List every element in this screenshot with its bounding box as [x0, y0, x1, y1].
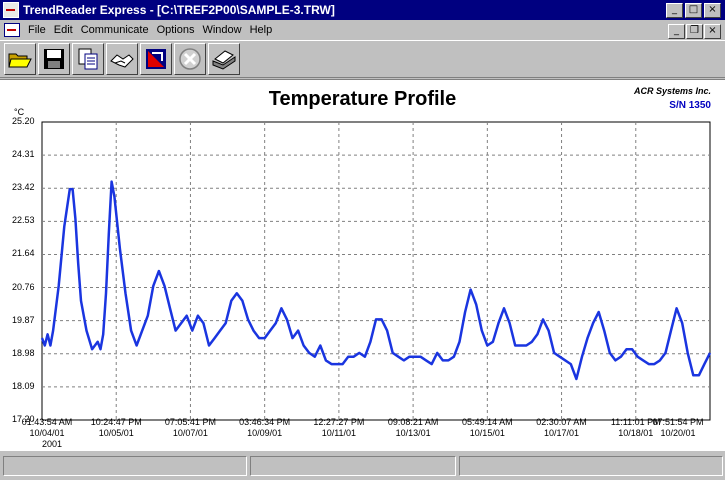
menu-file[interactable]: File	[28, 24, 46, 36]
temperature-series-line	[40, 180, 712, 381]
x-tick-time: 07:51:54 PM	[652, 417, 704, 427]
menu-window[interactable]: Window	[202, 24, 242, 36]
open-button[interactable]	[4, 43, 36, 75]
handshake-icon	[110, 54, 134, 68]
x-tick-date: 10/11/01	[321, 428, 357, 438]
year-label: 2001	[42, 439, 63, 449]
status-bar	[0, 451, 725, 480]
menu-communicate[interactable]: Communicate	[80, 24, 149, 36]
status-panel-2	[250, 455, 456, 476]
print-button[interactable]	[208, 43, 240, 75]
y-tick-label: 19.87	[12, 314, 35, 325]
menu-bar: File Edit Communicate Options Window Hel…	[0, 20, 725, 40]
document-window-controls: _ ❐ ×	[668, 24, 721, 39]
x-tick-label: 11:11:01 PM 10/18/01	[591, 417, 681, 439]
x-tick-label: 07:51:54 PM 10/20/01	[633, 417, 723, 439]
x-tick-date: 10/09/01	[247, 428, 283, 438]
y-tick-label: 18.98	[12, 347, 35, 358]
y-tick-label: 17.20	[12, 414, 35, 424]
x-tick-date: 10/05/01	[98, 428, 134, 438]
x-tick-time: 02:30:07 AM	[536, 417, 587, 427]
x-tick-label: 12:27:27 PM 10/11/01	[294, 417, 384, 439]
window-title: TrendReader Express - [C:\TREF2P00\SAMPL…	[23, 3, 335, 17]
maximize-icon[interactable]: □	[685, 3, 702, 18]
plot-frame	[41, 121, 711, 421]
x-tick-time: 11:11:01 PM	[610, 417, 661, 427]
y-tick-label: 23.42	[12, 182, 35, 193]
communicate-button[interactable]	[106, 43, 138, 75]
x-tick-date: 10/13/01	[395, 428, 431, 438]
y-tick-label: 18.09	[12, 380, 35, 391]
toolbar	[0, 40, 725, 78]
chart-area: Temperature Profile ACR Systems Inc. S/N…	[0, 79, 725, 452]
x-tick-label: 07:05:41 PM 10/07/01	[145, 417, 235, 439]
document-icon[interactable]	[4, 23, 20, 37]
temperature-chart	[40, 121, 712, 421]
x-tick-date: 10/20/01	[660, 428, 696, 438]
x-tick-time: 10:24:47 PM	[90, 417, 142, 427]
status-panel-3	[459, 455, 723, 476]
x-tick-date: 10/04/01	[29, 428, 65, 438]
chart-tool-icon	[146, 49, 166, 69]
copy-button[interactable]	[72, 43, 104, 75]
menu-options[interactable]: Options	[156, 24, 195, 36]
x-tick-label: 05:49:14 AM 10/15/01	[442, 417, 532, 439]
doc-minimize-icon[interactable]: _	[668, 24, 685, 39]
x-tick-time: 07:05:41 PM	[164, 417, 216, 427]
graph-button[interactable]	[140, 43, 172, 75]
y-tick-label: 22.53	[12, 215, 35, 226]
doc-close-icon[interactable]: ×	[704, 24, 721, 39]
title-bar: TrendReader Express - [C:\TREF2P00\SAMPL…	[0, 0, 725, 20]
save-button[interactable]	[38, 43, 70, 75]
y-tick-label: 24.31	[12, 149, 35, 160]
doc-restore-icon[interactable]: ❐	[686, 24, 703, 39]
x-tick-time: 03:46:34 PM	[239, 417, 291, 427]
x-tick-date: 10/18/01	[618, 428, 654, 438]
x-tick-label: 09:08:21 AM 10/13/01	[368, 417, 458, 439]
chart-title: Temperature Profile	[268, 88, 457, 110]
save-disk-icon	[44, 49, 64, 69]
open-folder-icon	[8, 53, 32, 68]
serial-number: S/N 1350	[669, 100, 711, 111]
status-panel-1	[3, 455, 247, 476]
x-tick-time: 09:08:21 AM	[387, 417, 439, 427]
menu-edit[interactable]: Edit	[53, 24, 73, 36]
close-icon[interactable]: ×	[704, 3, 721, 18]
x-tick-label: 02:30:07 AM 10/17/01	[517, 417, 607, 439]
x-tick-time: 01:43:54 AM	[21, 417, 73, 427]
x-tick-label: 01:43:54 AM 10/04/01	[2, 417, 92, 439]
x-tick-date: 10/15/01	[469, 428, 505, 438]
minimize-icon[interactable]: _	[666, 3, 683, 18]
y-tick-label: 20.76	[12, 281, 35, 292]
y-tick-label: 21.64	[12, 248, 35, 259]
x-tick-time: 12:27:27 PM	[313, 417, 365, 427]
x-tick-label: 10:24:47 PM 10/05/01	[71, 417, 161, 439]
y-tick-label: 25.20	[12, 116, 35, 126]
x-tick-date: 10/17/01	[544, 428, 580, 438]
x-tick-label: 03:46:34 PM 10/09/01	[220, 417, 310, 439]
copy-document-icon	[78, 48, 98, 70]
x-tick-date: 10/07/01	[172, 428, 208, 438]
y-axis-unit: °C	[14, 107, 25, 117]
app-icon[interactable]	[3, 2, 19, 18]
window-controls: _ □ ×	[666, 3, 721, 18]
x-tick-time: 05:49:14 AM	[462, 417, 513, 427]
company-label: ACR Systems Inc.	[633, 86, 711, 96]
cancel-icon	[179, 48, 201, 70]
cancel-button[interactable]	[174, 43, 206, 75]
print-icon	[212, 50, 236, 70]
menu-help[interactable]: Help	[249, 24, 273, 36]
